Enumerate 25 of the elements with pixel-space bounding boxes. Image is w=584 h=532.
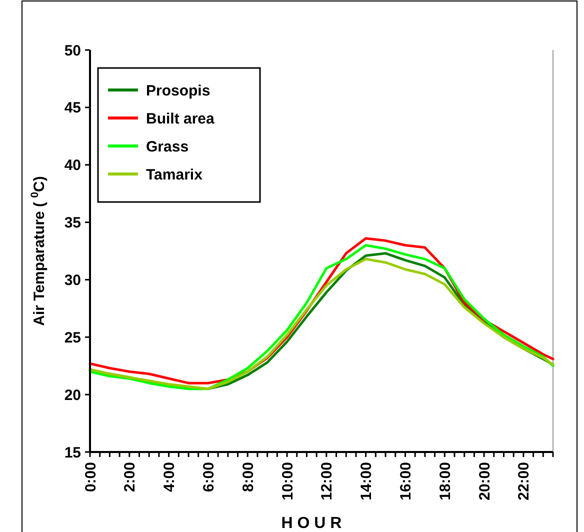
y-tick-label: 30 xyxy=(64,272,81,289)
x-tick-label: 12:00 xyxy=(318,462,336,500)
y-tick-label: 20 xyxy=(64,386,81,404)
legend-label: Grass xyxy=(146,138,189,156)
y-tick-label: 25 xyxy=(64,329,81,346)
x-tick-label: 6:00 xyxy=(200,462,218,492)
x-tick-label: 18:00 xyxy=(436,462,454,500)
legend-label: Prosopis xyxy=(146,82,210,100)
x-tick-label: 10:00 xyxy=(279,462,296,500)
y-tick-label: 45 xyxy=(64,100,81,117)
legend-label: Tamarix xyxy=(146,166,204,184)
x-tick-label: 8:00 xyxy=(240,462,257,492)
x-tick-label: 14:00 xyxy=(358,462,376,500)
x-tick-label: 22:00 xyxy=(516,462,533,500)
y-tick-label: 35 xyxy=(64,214,81,232)
x-tick-label: 4:00 xyxy=(161,462,178,492)
x-tick-label: 20:00 xyxy=(476,462,494,500)
legend-label: Built area xyxy=(146,110,216,128)
x-tick-label: 2:00 xyxy=(122,462,139,492)
y-tick-label: 50 xyxy=(64,42,81,60)
x-tick-label: 16:00 xyxy=(397,462,414,500)
y-tick-label: 15 xyxy=(64,444,81,462)
x-tick-label: 0:00 xyxy=(82,462,100,492)
y-tick-label: 40 xyxy=(64,157,81,174)
x-axis-title: H O U R xyxy=(281,515,342,532)
